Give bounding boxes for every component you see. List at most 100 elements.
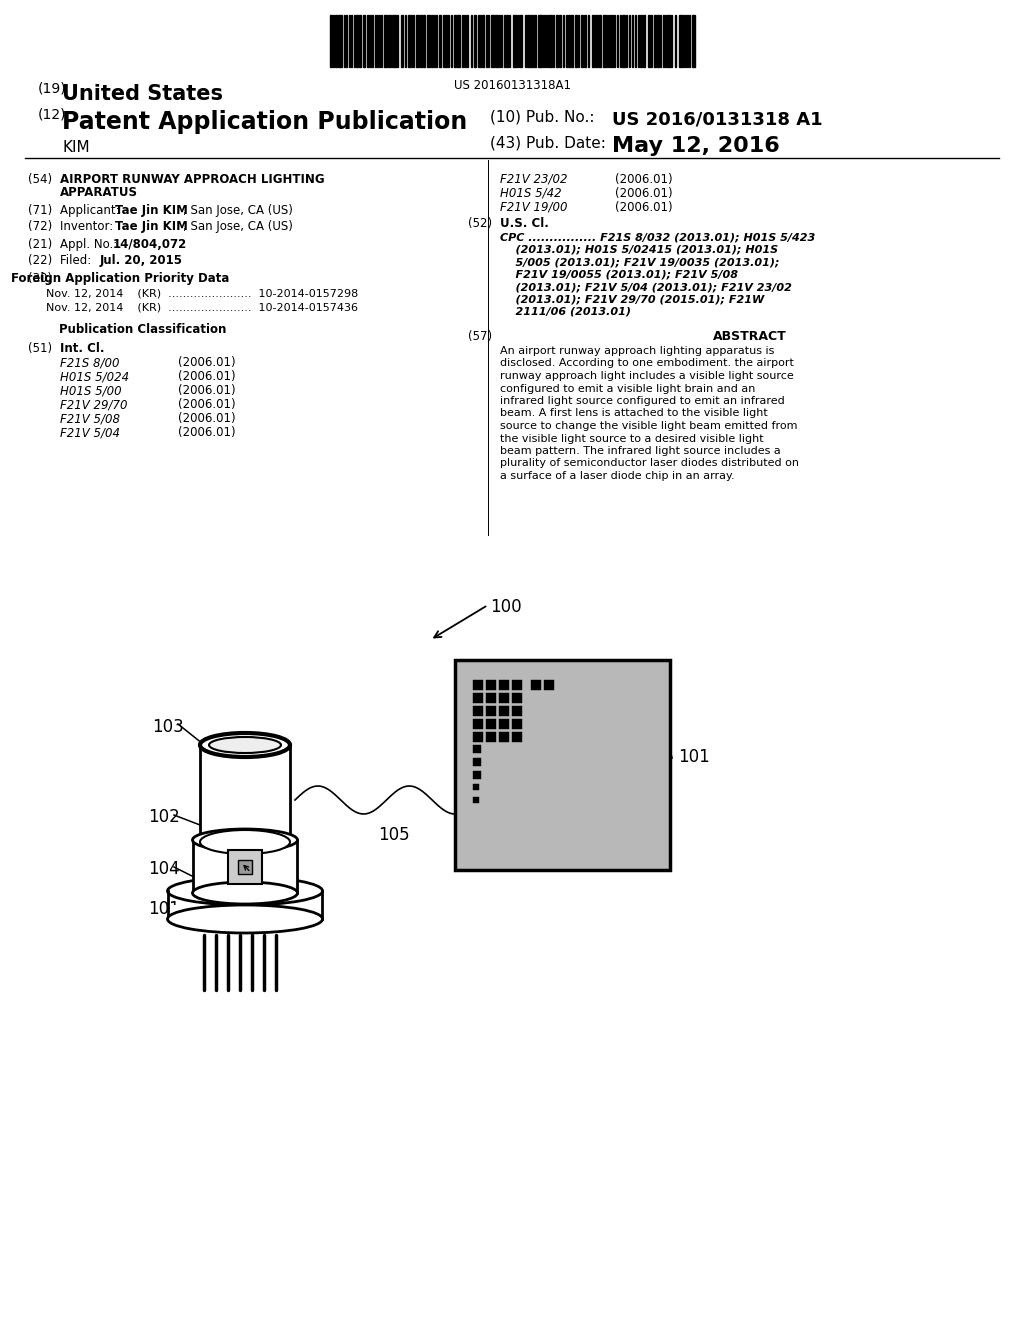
Bar: [473, 797, 479, 803]
Text: infrared light source configured to emit an infrared: infrared light source configured to emit…: [500, 396, 784, 407]
Text: (2006.01): (2006.01): [615, 187, 673, 201]
Bar: [595, 15, 597, 67]
Bar: [679, 15, 682, 67]
Text: F21V 5/08: F21V 5/08: [60, 412, 120, 425]
Text: (2013.01); F21V 29/70 (2015.01); F21W: (2013.01); F21V 29/70 (2015.01); F21W: [500, 294, 764, 305]
Ellipse shape: [193, 882, 298, 904]
Bar: [486, 733, 496, 742]
Bar: [338, 15, 342, 67]
Text: the visible light source to a desired visible light: the visible light source to a desired vi…: [500, 433, 764, 444]
Text: 5/005 (2013.01); F21V 19/0035 (2013.01);: 5/005 (2013.01); F21V 19/0035 (2013.01);: [500, 257, 779, 267]
Text: United States: United States: [62, 84, 223, 104]
Bar: [416, 15, 419, 67]
Bar: [466, 15, 468, 67]
Bar: [473, 758, 481, 766]
Text: Publication Classification: Publication Classification: [59, 323, 226, 337]
Bar: [654, 15, 656, 67]
Text: An airport runway approach lighting apparatus is: An airport runway approach lighting appa…: [500, 346, 774, 356]
Bar: [474, 15, 476, 67]
Bar: [473, 706, 483, 715]
Text: (2006.01): (2006.01): [178, 412, 236, 425]
Bar: [486, 680, 496, 690]
Bar: [445, 15, 447, 67]
Bar: [575, 15, 577, 67]
Bar: [473, 719, 483, 729]
Bar: [512, 693, 522, 704]
Bar: [640, 15, 642, 67]
Text: (30): (30): [28, 272, 52, 285]
Text: Nov. 12, 2014    (KR)  .......................  10-2014-0157298: Nov. 12, 2014 (KR) .....................…: [46, 289, 358, 300]
Text: 101: 101: [148, 900, 180, 917]
Text: Tae Jin KIM: Tae Jin KIM: [115, 220, 187, 234]
Text: 102: 102: [148, 808, 180, 826]
Text: CPC ................ F21S 8/032 (2013.01); H01S 5/423: CPC ................ F21S 8/032 (2013.01…: [500, 232, 815, 242]
Text: disclosed. According to one embodiment. the airport: disclosed. According to one embodiment. …: [500, 359, 794, 368]
Bar: [512, 733, 522, 742]
Text: Tae Jin KIM: Tae Jin KIM: [115, 205, 187, 216]
Bar: [473, 680, 483, 690]
Text: (72): (72): [28, 220, 52, 234]
Text: source to change the visible light beam emitted from: source to change the visible light beam …: [500, 421, 798, 432]
Text: (21): (21): [28, 238, 52, 251]
Bar: [571, 15, 573, 67]
Bar: [367, 15, 369, 67]
Bar: [408, 15, 410, 67]
Bar: [401, 15, 403, 67]
Text: US 2016/0131318 A1: US 2016/0131318 A1: [612, 110, 822, 128]
Text: (54): (54): [28, 173, 52, 186]
Text: May 12, 2016: May 12, 2016: [612, 136, 779, 156]
Text: US 20160131318A1: US 20160131318A1: [454, 79, 570, 92]
Bar: [193, 840, 298, 894]
Text: (10) Pub. No.:: (10) Pub. No.:: [490, 110, 595, 125]
Bar: [420, 15, 422, 67]
Text: Appl. No.:: Appl. No.:: [60, 238, 121, 251]
Text: configured to emit a visible light brain and an: configured to emit a visible light brain…: [500, 384, 756, 393]
Text: plurality of semiconductor laser diodes distributed on: plurality of semiconductor laser diodes …: [500, 458, 799, 469]
Text: (43) Pub. Date:: (43) Pub. Date:: [490, 136, 606, 150]
Ellipse shape: [200, 733, 290, 756]
Bar: [330, 15, 332, 67]
Bar: [455, 660, 670, 870]
Bar: [499, 693, 509, 704]
Bar: [581, 15, 583, 67]
Bar: [512, 719, 522, 729]
Bar: [200, 744, 290, 842]
Bar: [473, 733, 483, 742]
Text: Patent Application Publication: Patent Application Publication: [62, 110, 467, 135]
Text: , San Jose, CA (US): , San Jose, CA (US): [183, 205, 293, 216]
Bar: [393, 15, 396, 67]
Bar: [473, 771, 481, 779]
Text: Applicant:: Applicant:: [60, 205, 123, 216]
Text: 101: 101: [678, 748, 710, 766]
Bar: [335, 15, 337, 67]
Text: APPARATUS: APPARATUS: [60, 186, 138, 199]
Text: Nov. 12, 2014    (KR)  .......................  10-2014-0157436: Nov. 12, 2014 (KR) .....................…: [46, 302, 358, 312]
Text: 104: 104: [148, 861, 179, 878]
Bar: [531, 15, 534, 67]
Bar: [549, 15, 552, 67]
Bar: [486, 719, 496, 729]
Bar: [499, 680, 509, 690]
Bar: [499, 706, 509, 715]
Bar: [473, 693, 483, 704]
Text: (22): (22): [28, 253, 52, 267]
Ellipse shape: [200, 830, 290, 854]
Bar: [506, 15, 508, 67]
Bar: [486, 706, 496, 715]
Text: (2013.01); F21V 5/04 (2013.01); F21V 23/02: (2013.01); F21V 5/04 (2013.01); F21V 23/…: [500, 282, 792, 292]
Ellipse shape: [168, 876, 323, 906]
Text: F21V 19/00: F21V 19/00: [500, 201, 567, 214]
Text: Foreign Application Priority Data: Foreign Application Priority Data: [11, 272, 229, 285]
Bar: [603, 15, 606, 67]
Text: Int. Cl.: Int. Cl.: [60, 342, 104, 355]
Bar: [499, 733, 509, 742]
Bar: [519, 15, 522, 67]
Text: F21V 5/04: F21V 5/04: [60, 426, 120, 440]
Bar: [622, 15, 625, 67]
Text: F21V 29/70: F21V 29/70: [60, 399, 128, 411]
Text: H01S 5/00: H01S 5/00: [60, 384, 122, 397]
Text: Jul. 20, 2015: Jul. 20, 2015: [100, 253, 183, 267]
Bar: [692, 15, 695, 67]
Text: F21V 19/0055 (2013.01); F21V 5/08: F21V 19/0055 (2013.01); F21V 5/08: [500, 269, 738, 280]
Bar: [356, 15, 358, 67]
